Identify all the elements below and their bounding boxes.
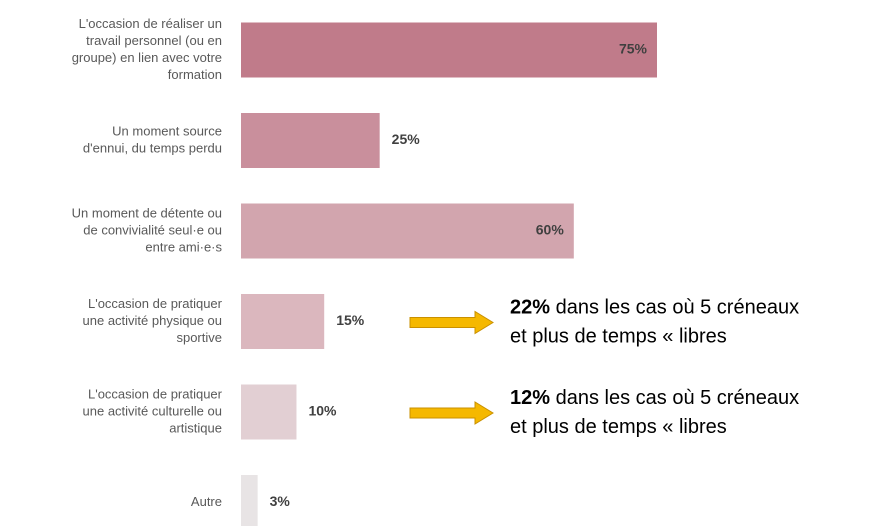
value-label: 75% bbox=[619, 41, 648, 57]
value-label: 15% bbox=[336, 312, 365, 328]
bar bbox=[241, 294, 325, 349]
annotation-bold: 22% bbox=[510, 297, 550, 319]
annotation: 22% dans les cas où 5 créneaux bbox=[510, 297, 799, 319]
arrow bbox=[409, 310, 494, 335]
annotation: et plus de temps « libres bbox=[510, 416, 727, 438]
category-label: L'occasion de pratiquer bbox=[88, 386, 223, 401]
annotation-text: dans les cas où 5 créneaux bbox=[556, 297, 800, 319]
category-label: artistique bbox=[169, 420, 222, 435]
bar bbox=[241, 203, 574, 259]
bar bbox=[241, 384, 297, 440]
value-label: 60% bbox=[536, 222, 565, 238]
category-label: entre ami·e·s bbox=[145, 239, 222, 254]
category-label: Un moment source bbox=[112, 123, 222, 138]
category-label: travail personnel (ou en bbox=[86, 33, 222, 48]
annotation-text: et plus de temps « libres bbox=[510, 416, 727, 438]
value-label: 25% bbox=[392, 131, 421, 147]
category-label: une activité culturelle ou bbox=[83, 403, 222, 418]
category-label: Un moment de détente ou bbox=[72, 205, 222, 220]
category-label: L'occasion de réaliser un bbox=[79, 16, 222, 31]
category-label: de convivialité seul·e ou bbox=[83, 222, 222, 237]
category-label: sportive bbox=[176, 330, 222, 345]
annotation-text: et plus de temps « libres bbox=[510, 326, 727, 348]
bar bbox=[241, 475, 258, 526]
category-label: formation bbox=[168, 67, 222, 82]
value-label: 3% bbox=[270, 493, 291, 509]
annotation: 12% dans les cas où 5 créneaux bbox=[510, 387, 799, 409]
arrow bbox=[409, 401, 494, 425]
category-label: une activité physique ou bbox=[83, 313, 222, 328]
category-label: L'occasion de pratiquer bbox=[88, 296, 223, 311]
annotation-bold: 12% bbox=[510, 387, 550, 409]
value-label: 10% bbox=[308, 403, 337, 419]
bar bbox=[241, 113, 380, 168]
category-label: Autre bbox=[191, 494, 222, 509]
annotation-text: dans les cas où 5 créneaux bbox=[556, 387, 800, 409]
category-label: d'ennui, du temps perdu bbox=[83, 140, 222, 155]
annotation: et plus de temps « libres bbox=[510, 326, 727, 348]
bar bbox=[241, 22, 657, 78]
category-label: groupe) en lien avec votre bbox=[72, 50, 222, 65]
